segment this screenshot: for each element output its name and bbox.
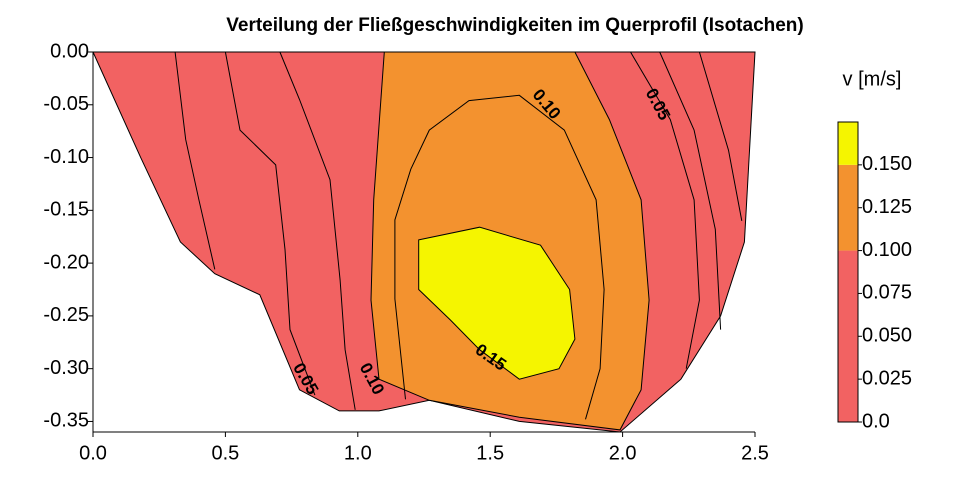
y-tick-label: -0.35 xyxy=(43,410,89,432)
colorbar-band xyxy=(838,250,858,422)
y-tick-label: -0.30 xyxy=(43,357,89,379)
x-tick-label: 1.5 xyxy=(476,442,504,464)
colorbar-frame xyxy=(837,121,859,423)
y-tick-label: -0.25 xyxy=(43,304,89,326)
contour-line xyxy=(394,94,605,420)
colorbar-tick-label: 0.0 xyxy=(862,410,890,432)
colorbar-band xyxy=(838,164,858,251)
colorbar-band xyxy=(838,122,858,165)
chart-title: Verteilung der Fließgeschwindigkeiten im… xyxy=(226,15,804,36)
x-tick-label: 0.5 xyxy=(211,442,239,464)
y-tick-label: -0.05 xyxy=(43,93,89,115)
colorbar-tick-label: 0.100 xyxy=(862,239,912,261)
x-tick-label: 2.0 xyxy=(609,442,637,464)
colorbar-tick-label: 0.075 xyxy=(862,282,912,304)
y-tick-label: -0.15 xyxy=(43,199,89,221)
contour-region xyxy=(418,226,576,380)
y-tick-label: -0.20 xyxy=(43,251,89,273)
contour-line xyxy=(659,51,722,330)
contour-line xyxy=(224,51,316,396)
x-tick-label: 0.0 xyxy=(79,442,107,464)
x-tick-label: 1.0 xyxy=(344,442,372,464)
contour-line xyxy=(698,51,743,221)
colorbar-tick-label: 0.050 xyxy=(862,325,912,347)
contour-line xyxy=(630,51,700,369)
contour-line xyxy=(279,51,356,410)
colorbar-tick-label: 0.150 xyxy=(862,153,912,175)
x-tick-label: 2.5 xyxy=(741,442,769,464)
y-tick-label: -0.10 xyxy=(43,146,89,168)
colorbar-tick-label: 0.125 xyxy=(862,196,912,218)
y-tick-label: 0.00 xyxy=(50,40,89,62)
colorbar-tick-label: 0.025 xyxy=(862,367,912,389)
contour-line xyxy=(174,51,216,270)
colorbar-title: v [m/s] xyxy=(843,68,902,90)
